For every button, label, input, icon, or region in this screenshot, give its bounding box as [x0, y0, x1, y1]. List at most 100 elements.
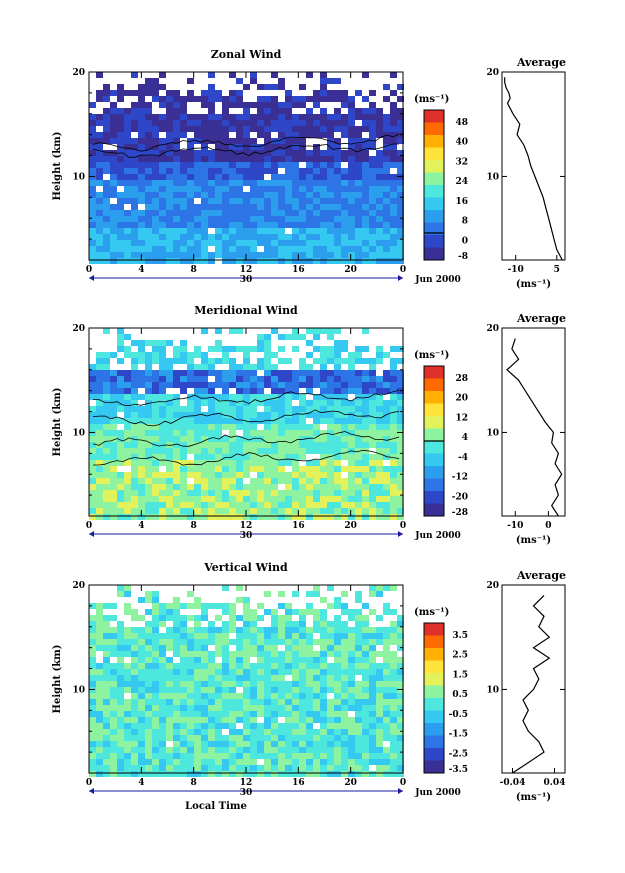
- heatmap-cell: [313, 400, 320, 406]
- colorbar-label: 48: [455, 118, 468, 128]
- heatmap-cell: [292, 699, 299, 705]
- heatmap-cell: [138, 132, 145, 138]
- heatmap-cell: [341, 258, 348, 264]
- heatmap-cell: [222, 693, 229, 699]
- heatmap-cell: [236, 615, 243, 621]
- heatmap-cell: [215, 478, 222, 484]
- heatmap-cell: [89, 496, 96, 502]
- heatmap-cell: [383, 228, 390, 234]
- heatmap-cell: [187, 639, 194, 645]
- heatmap-cell: [264, 496, 271, 502]
- heatmap-cell: [390, 490, 397, 496]
- heatmap-cell: [313, 460, 320, 466]
- heatmap-cell: [124, 430, 131, 436]
- heatmap-cell: [131, 150, 138, 156]
- heatmap-cell: [180, 669, 187, 675]
- x-tick-label: 16: [292, 521, 305, 531]
- heatmap-cell: [159, 246, 166, 252]
- heatmap-cell: [341, 406, 348, 412]
- heatmap-cell: [362, 216, 369, 222]
- heatmap-cell: [229, 711, 236, 717]
- heatmap-cell: [138, 102, 145, 108]
- heatmap-cell: [180, 460, 187, 466]
- heatmap-cell: [278, 687, 285, 693]
- heatmap-cell: [257, 400, 264, 406]
- heatmap-cell: [313, 681, 320, 687]
- colorbar-swatch: [424, 197, 444, 211]
- heatmap-cell: [152, 240, 159, 246]
- heatmap-cell: [222, 699, 229, 705]
- heatmap-cell: [376, 132, 383, 138]
- heatmap-cell: [257, 699, 264, 705]
- heatmap-cell: [236, 240, 243, 246]
- heatmap-cell: [341, 657, 348, 663]
- heatmap-cell: [362, 717, 369, 723]
- heatmap-cell: [348, 132, 355, 138]
- heatmap-cell: [369, 675, 376, 681]
- heatmap-cell: [89, 222, 96, 228]
- heatmap-cell: [306, 681, 313, 687]
- heatmap-cell: [313, 448, 320, 454]
- heatmap-cell: [159, 240, 166, 246]
- heatmap-cell: [327, 358, 334, 364]
- heatmap-cell: [229, 466, 236, 472]
- heatmap-cell: [348, 204, 355, 210]
- heatmap-cell: [103, 705, 110, 711]
- heatmap-cell: [278, 204, 285, 210]
- heatmap-cell: [152, 753, 159, 759]
- heatmap-cell: [187, 657, 194, 663]
- heatmap-cell: [313, 502, 320, 508]
- heatmap-cell: [369, 168, 376, 174]
- heatmap-cell: [159, 615, 166, 621]
- heatmap-cell: [110, 466, 117, 472]
- heatmap-cell: [152, 352, 159, 358]
- heatmap-cell: [124, 222, 131, 228]
- heatmap-cell: [152, 424, 159, 430]
- heatmap-cell: [194, 472, 201, 478]
- heatmap-cell: [271, 633, 278, 639]
- heatmap-cell: [208, 627, 215, 633]
- heatmap-cell: [110, 765, 117, 771]
- heatmap-cell: [187, 675, 194, 681]
- heatmap-cell: [257, 693, 264, 699]
- heatmap-cell: [383, 771, 390, 777]
- heatmap-cell: [215, 252, 222, 258]
- heatmap-cell: [138, 454, 145, 460]
- heatmap-cell: [369, 627, 376, 633]
- heatmap-cell: [229, 252, 236, 258]
- heatmap-cell: [271, 663, 278, 669]
- heatmap-cell: [194, 603, 201, 609]
- heatmap-cell: [327, 759, 334, 765]
- heatmap-cell: [243, 370, 250, 376]
- heatmap-cell: [229, 204, 236, 210]
- heatmap-cell: [131, 657, 138, 663]
- heatmap-cell: [355, 633, 362, 639]
- heatmap-cell: [229, 424, 236, 430]
- heatmap-cell: [376, 508, 383, 514]
- heatmap-cell: [257, 615, 264, 621]
- heatmap-cell: [271, 669, 278, 675]
- heatmap-cell: [117, 180, 124, 186]
- heatmap-cell: [229, 120, 236, 126]
- heatmap-cell: [390, 370, 397, 376]
- heatmap-cell: [285, 382, 292, 388]
- heatmap-cell: [187, 228, 194, 234]
- heatmap-cell: [243, 735, 250, 741]
- heatmap-cell: [110, 406, 117, 412]
- heatmap-cell: [257, 657, 264, 663]
- heatmap-cell: [173, 484, 180, 490]
- heatmap-cell: [96, 394, 103, 400]
- heatmap-cell: [383, 633, 390, 639]
- heatmap-cell: [201, 699, 208, 705]
- heatmap-cell: [369, 120, 376, 126]
- heatmap-cell: [89, 120, 96, 126]
- heatmap-cell: [166, 412, 173, 418]
- heatmap-cell: [250, 186, 257, 192]
- heatmap-cell: [173, 460, 180, 466]
- heatmap-cell: [194, 633, 201, 639]
- heatmap-cell: [257, 96, 264, 102]
- heatmap-cell: [117, 651, 124, 657]
- heatmap-cell: [117, 657, 124, 663]
- heatmap-cell: [243, 753, 250, 759]
- heatmap-cell: [348, 192, 355, 198]
